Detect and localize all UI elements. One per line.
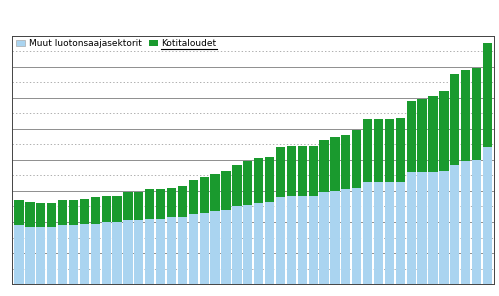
- Bar: [167, 188, 176, 217]
- Bar: [200, 177, 209, 213]
- Bar: [14, 225, 23, 284]
- Bar: [428, 172, 438, 284]
- Bar: [36, 203, 45, 227]
- Bar: [145, 189, 154, 219]
- Bar: [134, 221, 144, 284]
- Bar: [101, 196, 111, 222]
- Bar: [243, 161, 252, 205]
- Bar: [47, 203, 56, 227]
- Bar: [450, 74, 460, 165]
- Bar: [450, 165, 460, 284]
- Bar: [374, 181, 383, 284]
- Bar: [308, 146, 318, 196]
- Bar: [287, 196, 296, 284]
- Bar: [472, 68, 481, 160]
- Bar: [211, 174, 220, 211]
- Bar: [472, 160, 481, 284]
- Bar: [385, 119, 394, 181]
- Bar: [69, 200, 78, 225]
- Bar: [254, 203, 263, 284]
- Bar: [363, 181, 372, 284]
- Bar: [211, 211, 220, 284]
- Bar: [319, 140, 329, 192]
- Bar: [319, 192, 329, 284]
- Bar: [396, 118, 405, 181]
- Bar: [385, 181, 394, 284]
- Bar: [167, 217, 176, 284]
- Bar: [396, 181, 405, 284]
- Bar: [461, 70, 471, 161]
- Bar: [407, 101, 416, 172]
- Bar: [330, 191, 340, 284]
- Bar: [341, 189, 350, 284]
- Bar: [232, 165, 242, 206]
- Bar: [363, 119, 372, 181]
- Bar: [25, 227, 34, 284]
- Bar: [407, 172, 416, 284]
- Bar: [232, 206, 242, 284]
- Bar: [276, 197, 285, 284]
- Bar: [428, 96, 438, 172]
- Bar: [297, 196, 307, 284]
- Bar: [439, 91, 449, 171]
- Bar: [134, 192, 144, 221]
- Bar: [58, 225, 67, 284]
- Legend: Muut luotonsaajasektorit, Kotitaloudet: Muut luotonsaajasektorit, Kotitaloudet: [14, 37, 219, 50]
- Bar: [189, 214, 198, 284]
- Bar: [178, 217, 187, 284]
- Bar: [80, 223, 89, 284]
- Bar: [483, 43, 492, 147]
- Bar: [308, 196, 318, 284]
- Bar: [112, 196, 122, 222]
- Bar: [80, 199, 89, 223]
- Bar: [352, 130, 361, 188]
- Bar: [178, 186, 187, 217]
- Bar: [189, 180, 198, 214]
- Bar: [145, 219, 154, 284]
- Bar: [243, 205, 252, 284]
- Bar: [123, 221, 133, 284]
- Bar: [287, 146, 296, 196]
- Bar: [58, 200, 67, 225]
- Bar: [276, 147, 285, 197]
- Bar: [14, 200, 23, 225]
- Bar: [341, 135, 350, 189]
- Bar: [254, 158, 263, 203]
- Bar: [101, 222, 111, 284]
- Bar: [222, 171, 231, 210]
- Bar: [91, 223, 100, 284]
- Bar: [112, 222, 122, 284]
- Bar: [25, 202, 34, 227]
- Bar: [483, 147, 492, 284]
- Bar: [418, 172, 427, 284]
- Bar: [36, 227, 45, 284]
- Bar: [200, 213, 209, 284]
- Bar: [297, 146, 307, 196]
- Bar: [330, 136, 340, 191]
- Bar: [47, 227, 56, 284]
- Bar: [461, 161, 471, 284]
- Bar: [352, 188, 361, 284]
- Bar: [123, 192, 133, 221]
- Bar: [418, 99, 427, 172]
- Bar: [265, 157, 274, 202]
- Bar: [91, 197, 100, 223]
- Bar: [374, 119, 383, 181]
- Bar: [439, 171, 449, 284]
- Bar: [156, 219, 165, 284]
- Bar: [156, 189, 165, 219]
- Bar: [222, 210, 231, 284]
- Bar: [265, 202, 274, 284]
- Bar: [69, 225, 78, 284]
